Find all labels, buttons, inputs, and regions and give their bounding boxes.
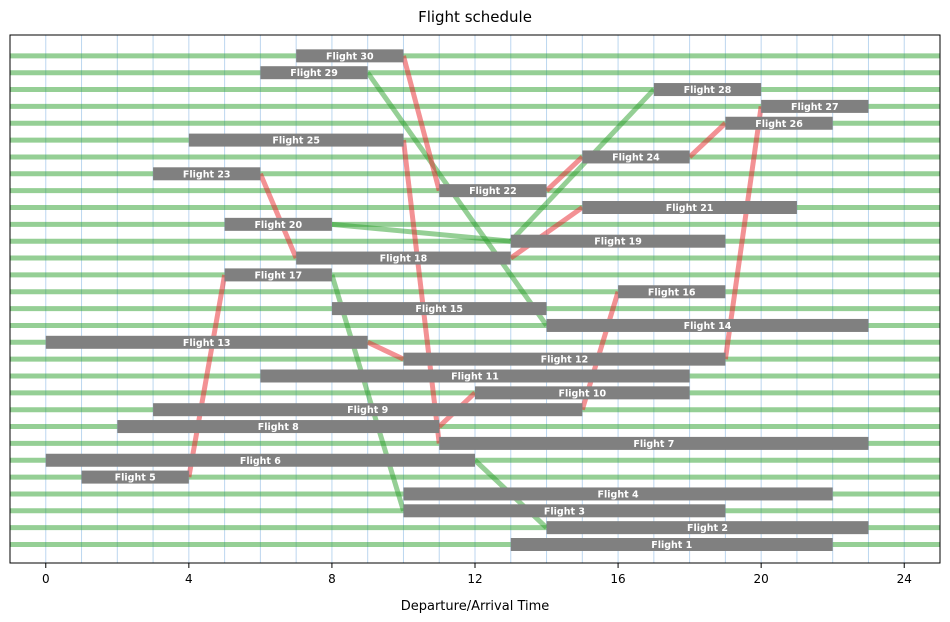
flight-label: Flight 10 (558, 388, 606, 399)
ground-link (508, 87, 656, 243)
flight-bar (725, 116, 833, 130)
x-tick-label: 16 (610, 572, 625, 586)
flight-label: Flight 1 (651, 540, 692, 551)
flight-label: Flight 18 (380, 254, 428, 265)
flight-bar (45, 453, 476, 467)
flight-bar (188, 133, 404, 147)
flight-bar (153, 403, 583, 417)
flight-label: Flight 16 (648, 287, 696, 298)
x-tick-label: 20 (754, 572, 769, 586)
flight-label: Flight 20 (254, 220, 302, 231)
flight-label: Flight 8 (258, 422, 299, 433)
flight-label: Flight 4 (598, 489, 639, 500)
flight-bar (618, 285, 726, 299)
flight-bar (81, 470, 189, 484)
flight-bar (296, 49, 404, 63)
flight-bar (475, 386, 690, 400)
flight-bar (117, 420, 440, 434)
flight-label: Flight 28 (684, 85, 732, 96)
flight-label: Flight 6 (240, 456, 281, 467)
flight-label: Flight 9 (347, 405, 388, 416)
flight-label: Flight 29 (290, 68, 338, 79)
flight-bar (260, 369, 690, 383)
flight-label: Flight 21 (666, 203, 714, 214)
flight-bar (582, 150, 690, 164)
connection-links (186, 55, 764, 478)
flight-label: Flight 25 (272, 136, 320, 147)
flight-label: Flight 22 (469, 186, 517, 197)
flight-label: Flight 17 (254, 270, 302, 281)
flight-bar (403, 352, 726, 366)
flight-label: Flight 14 (684, 321, 732, 332)
x-tick-label: 8 (328, 572, 336, 586)
flight-bar (260, 66, 368, 80)
flight-bar (439, 436, 869, 450)
x-tick-label: 0 (42, 572, 50, 586)
connection-link (366, 340, 405, 362)
flight-bar (224, 268, 332, 282)
connection-link (509, 205, 584, 261)
flight-label: Flight 27 (791, 102, 839, 113)
flight-label: Flight 30 (326, 51, 374, 62)
flight-bar (224, 217, 332, 231)
flight-bar (761, 99, 869, 113)
flight-bar (331, 302, 547, 316)
flight-label: Flight 24 (612, 152, 660, 163)
x-axis-ticks: 0 4 8 12 16 20 24 (42, 563, 912, 586)
ground-links (10, 53, 940, 547)
flight-bar (546, 521, 869, 535)
flight-bars: Flight 1 Flight 2 Flight 3 Flight 4 Flight 5… (45, 49, 869, 551)
x-tick-label: 12 (467, 572, 482, 586)
flight-label: Flight 26 (755, 119, 803, 130)
connection-link (544, 155, 585, 193)
flight-bar (153, 167, 261, 181)
flight-label: Flight 2 (687, 523, 728, 534)
flight-label: Flight 5 (115, 473, 156, 484)
grid-lines (45, 35, 905, 563)
flight-label: Flight 11 (451, 372, 499, 383)
connection-link (186, 274, 228, 478)
chart-title: Flight schedule (418, 8, 532, 26)
connection-link (687, 121, 728, 159)
flight-label: Flight 15 (415, 304, 463, 315)
x-axis-label: Departure/Arrival Time (401, 599, 550, 614)
connection-link (258, 172, 299, 260)
flight-bar (546, 318, 869, 332)
flight-label: Flight 7 (633, 439, 674, 450)
flight-label: Flight 12 (541, 355, 589, 366)
ground-link (331, 221, 512, 244)
flight-bar (296, 251, 511, 265)
flight-label: Flight 19 (594, 237, 642, 248)
flight-bar (403, 504, 726, 518)
flight-bar (582, 201, 797, 214)
connection-link (400, 139, 442, 444)
flight-bar (653, 83, 762, 97)
x-tick-label: 24 (897, 572, 912, 586)
flight-bar (403, 487, 833, 501)
flight-label: Flight 3 (544, 506, 585, 517)
connection-link (722, 106, 764, 360)
ground-link (365, 71, 549, 327)
x-tick-label: 4 (185, 572, 193, 586)
flight-bar (45, 335, 368, 349)
flight-label: Flight 13 (183, 338, 231, 349)
connection-link (401, 55, 442, 192)
flight-bar (510, 234, 726, 248)
flight-label: Flight 23 (183, 169, 231, 180)
flight-bar (439, 184, 547, 198)
flight-bar (510, 538, 833, 551)
